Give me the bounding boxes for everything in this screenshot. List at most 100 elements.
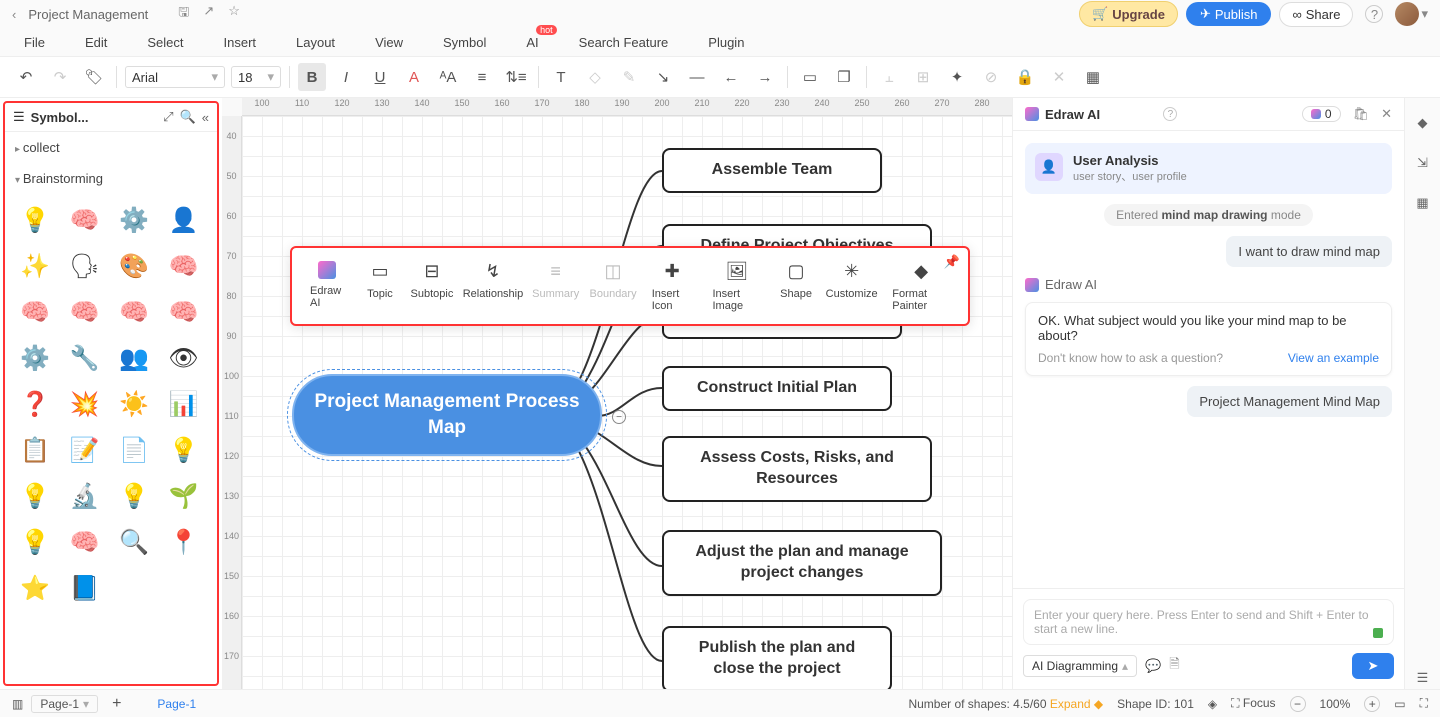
edit-shape-icon[interactable]: ▦ [1079, 63, 1107, 91]
tools-icon[interactable]: ✕ [1045, 63, 1073, 91]
ctx-subtopic[interactable]: ⊟Subtopic [407, 257, 457, 316]
align-objects-icon[interactable]: ⫠ [875, 63, 903, 91]
effects-icon[interactable]: ✦ [943, 63, 971, 91]
symbol-item[interactable]: 📘 [65, 568, 105, 608]
menu-plugin[interactable]: Plugin [708, 35, 744, 50]
symbol-item[interactable]: 🧠 [164, 292, 204, 332]
open-external-icon[interactable]: ↗ [203, 3, 214, 25]
crop-icon[interactable]: ⊘ [977, 63, 1005, 91]
ctx-customize[interactable]: ✳Customize [823, 257, 880, 316]
zoom-out-button[interactable]: − [1290, 696, 1306, 712]
ai-cart-icon[interactable]: 🛍 [1353, 106, 1370, 122]
format-painter-icon[interactable]: 🏷 [80, 63, 108, 91]
ctx-edraw-ai[interactable]: Edraw AI [302, 257, 353, 316]
mindmap-root-node[interactable]: Project Management Process Map [292, 374, 602, 456]
ai-suggestion-card[interactable]: 👤 User Analysis user story、user profile [1025, 143, 1392, 194]
grid-tool-icon[interactable]: ▦ [1412, 192, 1434, 214]
category-collect[interactable]: collect [5, 132, 217, 163]
menu-file[interactable]: File [24, 35, 45, 50]
close-ai-panel-icon[interactable]: ✕ [1381, 106, 1392, 122]
help-icon[interactable]: ? [1365, 5, 1383, 23]
symbol-item[interactable]: 🧠 [65, 522, 105, 562]
symbol-item[interactable]: 🧠 [15, 292, 55, 332]
symbol-item[interactable]: 🎨 [114, 246, 154, 286]
publish-button[interactable]: ✈ Publish [1186, 2, 1272, 26]
page-selector[interactable]: Page-1▾ [31, 695, 98, 713]
symbol-item[interactable]: 🧠 [65, 200, 105, 240]
symbol-item[interactable]: 🔧 [65, 338, 105, 378]
menu-tool-icon[interactable]: ☰ [1412, 667, 1434, 689]
symbol-item[interactable]: 🔍 [114, 522, 154, 562]
layers-icon[interactable]: ◈ [1208, 697, 1217, 711]
page-setup-icon[interactable]: ▭ [796, 63, 824, 91]
ctx-topic[interactable]: ▭Topic [357, 257, 403, 316]
symbol-item[interactable]: 🔬 [65, 476, 105, 516]
library-list-icon[interactable]: ☰ [13, 109, 25, 125]
text-tool-button[interactable]: T [547, 63, 575, 91]
align-button[interactable]: ≡ [468, 63, 496, 91]
menu-select[interactable]: Select [147, 35, 183, 50]
symbol-item[interactable]: ❓ [15, 384, 55, 424]
mindmap-node[interactable]: Adjust the plan and manage project chang… [662, 530, 942, 596]
copy-page-icon[interactable]: ❐ [830, 63, 858, 91]
ai-input[interactable]: Enter your query here. Press Enter to se… [1023, 599, 1394, 645]
bold-button[interactable]: B [298, 63, 326, 91]
font-color-button[interactable]: A [400, 63, 428, 91]
collapse-children-icon[interactable]: − [612, 410, 626, 424]
pin-toolbar-icon[interactable]: 📌 [944, 254, 960, 270]
pages-icon[interactable]: ▥ [12, 697, 23, 711]
view-example-link[interactable]: View an example [1288, 351, 1379, 365]
page-tab[interactable]: Page-1 [157, 697, 196, 711]
symbol-item[interactable]: 💡 [164, 430, 204, 470]
mindmap-node[interactable]: Assemble Team [662, 148, 882, 193]
undo-button[interactable]: ↶ [12, 63, 40, 91]
user-menu-caret[interactable]: ▾ [1421, 6, 1428, 22]
symbol-item[interactable]: 📝 [65, 430, 105, 470]
send-button[interactable]: ➤ [1352, 653, 1394, 679]
share-button[interactable]: ∞ Share [1279, 2, 1353, 27]
menu-insert[interactable]: Insert [224, 35, 257, 50]
ai-attach-icon[interactable]: 💬 [1145, 658, 1161, 674]
symbol-item[interactable]: 👥 [114, 338, 154, 378]
symbol-item[interactable]: 💡 [15, 476, 55, 516]
line-style-button[interactable]: — [683, 63, 711, 91]
symbol-item[interactable]: 📄 [114, 430, 154, 470]
symbol-item[interactable]: 📍 [164, 522, 204, 562]
ctx-insert-icon[interactable]: ✚Insert Icon [644, 257, 701, 316]
symbol-item[interactable]: 🧠 [164, 246, 204, 286]
ai-help-icon[interactable]: ? [1163, 107, 1177, 121]
menu-search-feature[interactable]: Search Feature [579, 35, 669, 50]
connector-button[interactable]: ↘ [649, 63, 677, 91]
expand-link[interactable]: Expand [1050, 697, 1091, 711]
symbol-item[interactable]: 🌱 [164, 476, 204, 516]
symbol-item[interactable]: 💡 [15, 200, 55, 240]
ai-history-icon[interactable]: 🗎 [1169, 655, 1179, 677]
menu-ai[interactable]: AIhot [526, 35, 538, 50]
symbol-item[interactable]: ✨ [15, 246, 55, 286]
symbol-item[interactable]: 💥 [65, 384, 105, 424]
category-brainstorming[interactable]: Brainstorming [5, 163, 217, 194]
save-icon[interactable]: 🖫 [178, 3, 189, 25]
font-size-select[interactable]: 18▾ [231, 66, 281, 88]
symbol-item[interactable]: 📊 [164, 384, 204, 424]
symbol-item[interactable]: ⚙️ [15, 338, 55, 378]
symbol-item[interactable]: 🧠 [114, 292, 154, 332]
ctx-relationship[interactable]: ↯Relationship [461, 257, 525, 316]
symbol-item[interactable]: 👁 [164, 338, 204, 378]
menu-view[interactable]: View [375, 35, 403, 50]
ai-credits-badge[interactable]: 0 [1302, 106, 1341, 122]
drawing-canvas[interactable]: Project Management Process Map i − Assem… [242, 116, 1012, 689]
zoom-level[interactable]: 100% [1320, 697, 1351, 711]
ctx-insert-image[interactable]: 🖼Insert Image [705, 257, 770, 316]
mindmap-node[interactable]: Construct Initial Plan [662, 366, 892, 411]
ctx-shape[interactable]: ▢Shape [773, 257, 819, 316]
upgrade-button[interactable]: 🛒 Upgrade [1079, 1, 1178, 27]
symbol-item[interactable]: 💡 [15, 522, 55, 562]
symbol-item[interactable]: ⚙️ [114, 200, 154, 240]
star-icon[interactable]: ☆ [228, 3, 240, 25]
ai-mode-select[interactable]: AI Diagramming ▴ [1023, 655, 1137, 677]
arrow-end-button[interactable]: → [751, 63, 779, 91]
fill-color-button[interactable]: ◇ [581, 63, 609, 91]
lock-icon[interactable]: 🔒 [1011, 63, 1039, 91]
text-size-button[interactable]: ᴬA [434, 63, 462, 91]
